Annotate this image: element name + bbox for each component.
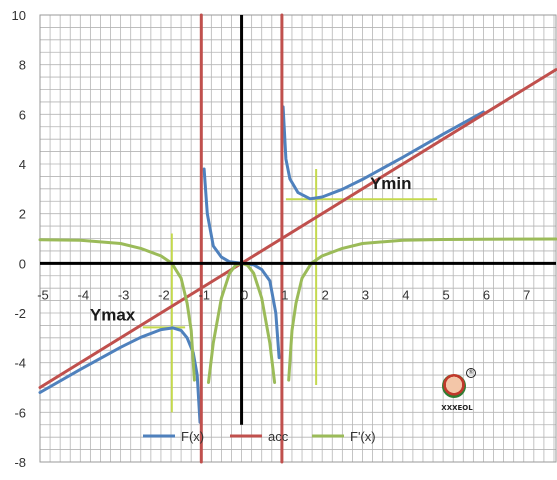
- y-tick-label: 4: [19, 157, 26, 172]
- x-tick-label: 6: [483, 287, 490, 302]
- x-tick-label: 4: [402, 287, 409, 302]
- logo-text: XXXEOL: [441, 404, 473, 412]
- x-tick-label: 2: [322, 287, 329, 302]
- x-tick-label: 0: [241, 287, 248, 302]
- grid: [39, 14, 557, 463]
- registered-mark: ®: [466, 368, 476, 378]
- y-tick-label: -2: [14, 306, 26, 321]
- legend: F(x) acc F'(x): [143, 429, 376, 444]
- x-tick-label: -2: [158, 287, 170, 302]
- logo-face-icon: [442, 374, 466, 398]
- y-tick-label: 8: [19, 58, 26, 73]
- series-lines: [38, 13, 557, 464]
- legend-label: F(x): [181, 429, 204, 444]
- y-tick-label: -6: [14, 405, 26, 420]
- y-tick-label: 10: [12, 8, 26, 23]
- x-tick-label: -5: [37, 287, 49, 302]
- x-tick-label: 1: [281, 287, 288, 302]
- x-tick-label: 5: [443, 287, 450, 302]
- annotations: Ymin Ymax: [90, 174, 412, 325]
- series-line-f-x: [287, 237, 557, 382]
- series-line-f-x: [281, 105, 485, 201]
- annotation-ymin: Ymin: [370, 174, 412, 193]
- x-tick-label: -1: [198, 287, 210, 302]
- x-tick-label: -3: [118, 287, 130, 302]
- axes: [40, 15, 556, 425]
- logo: ® XXXEOL: [432, 368, 482, 424]
- annotation-ymax: Ymax: [90, 305, 136, 324]
- series-line-acc: [38, 68, 557, 389]
- y-tick-label: 0: [19, 256, 26, 271]
- x-tick-label: 3: [362, 287, 369, 302]
- y-tick-label: 2: [19, 207, 26, 222]
- legend-label: F'(x): [350, 429, 376, 444]
- y-tick-label: -8: [14, 455, 26, 470]
- series-line-f-x: [38, 238, 196, 382]
- y-tick-label: 6: [19, 107, 26, 122]
- x-tick-label: 7: [523, 287, 530, 302]
- legend-label: acc: [268, 429, 289, 444]
- x-tick-label: -4: [78, 287, 90, 302]
- y-tick-label: -4: [14, 356, 26, 371]
- tick-labels: -5 -4 -3 -2 -1 0 1 2 3 4 5 6 7 -8 -6 -4 -2 0 2 4 6 8 10: [12, 8, 531, 470]
